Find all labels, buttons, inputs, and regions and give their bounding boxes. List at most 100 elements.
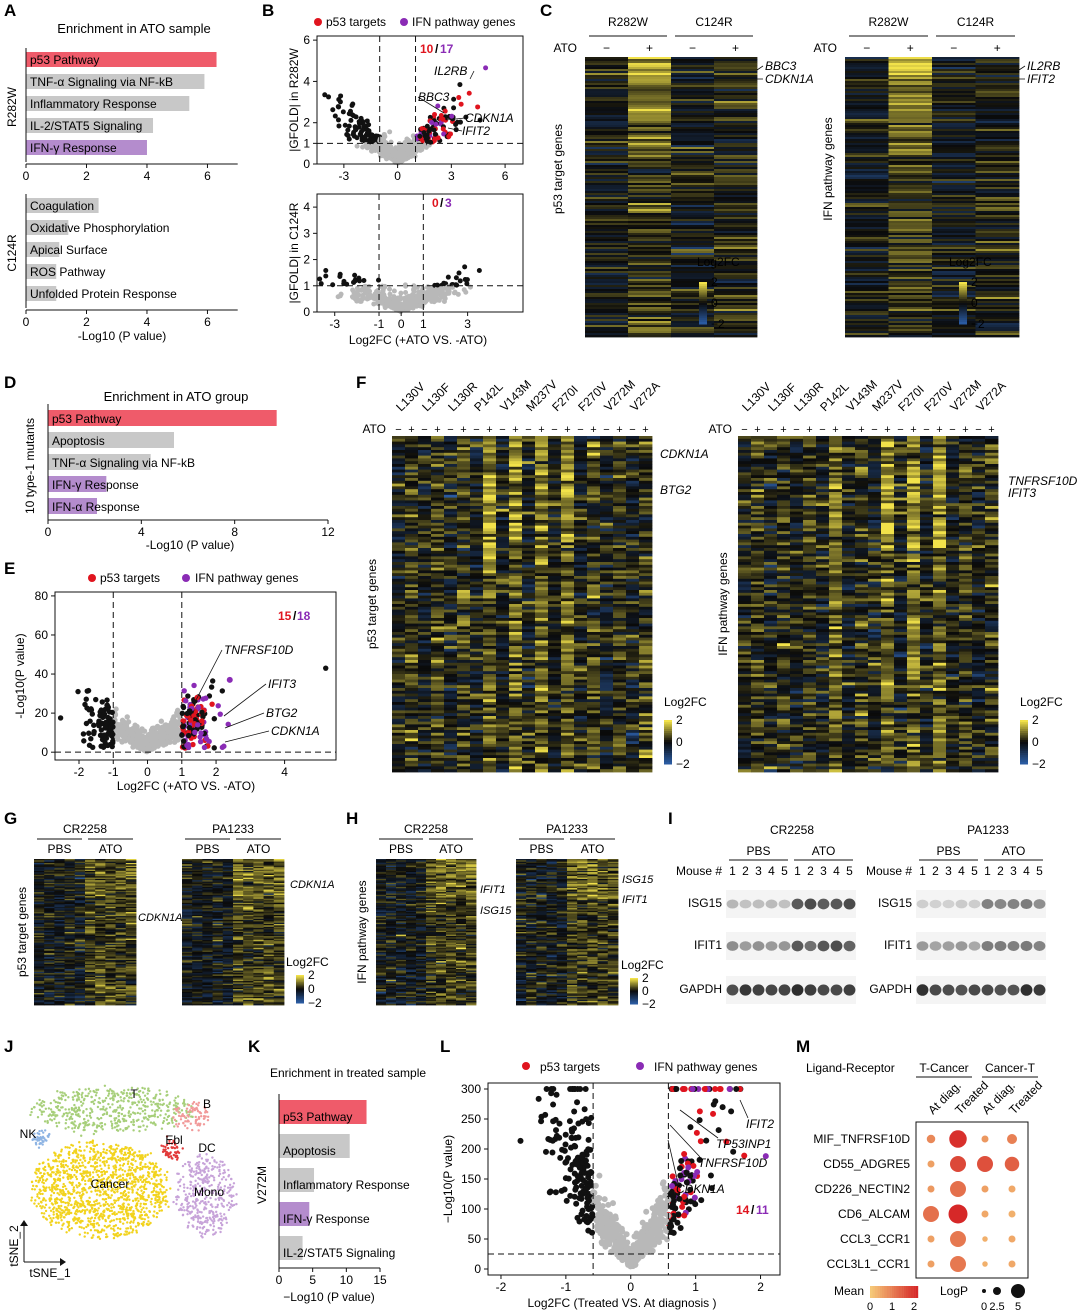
heatmap-cell [392, 550, 406, 554]
heatmap-cell [431, 640, 445, 644]
data-point [381, 131, 387, 137]
heatmap-cell [418, 590, 432, 594]
heatmap-cell [496, 685, 510, 689]
x-tick-label: 3 [464, 317, 471, 331]
heatmap-cell [483, 592, 497, 596]
data-point [626, 1257, 633, 1264]
heatmap-cell [444, 492, 458, 496]
data-point [717, 1086, 724, 1092]
heatmap-cell [470, 475, 484, 479]
data-point [585, 1206, 592, 1213]
heatmap-cell [405, 682, 419, 686]
heatmap-cell [392, 727, 406, 731]
data-point [123, 724, 130, 731]
heatmap-cell [405, 539, 419, 543]
heatmap-cell [405, 528, 419, 532]
heatmap-cell [496, 730, 510, 734]
legend-label: IFN pathway genes [412, 15, 515, 29]
heatmap-cell [509, 438, 523, 442]
heatmap-cell [483, 486, 497, 490]
heatmap-cell [444, 634, 458, 638]
heatmap-cell [483, 760, 497, 764]
heatmap-cell [496, 769, 510, 773]
heatmap-cell [392, 497, 406, 501]
heatmap-cell [405, 660, 419, 664]
heatmap-cell [392, 528, 406, 532]
heatmap-cell [483, 637, 497, 641]
data-point [571, 1170, 578, 1177]
heatmap-cell [418, 458, 432, 462]
heatmap-cell [392, 738, 406, 742]
data-point [429, 298, 435, 304]
heatmap-cell [405, 595, 419, 599]
heatmap-cell [418, 570, 432, 574]
heatmap-cell [431, 744, 445, 748]
data-point [678, 1157, 685, 1164]
heatmap-cell [392, 690, 406, 694]
heatmap-cell [392, 489, 406, 493]
heatmap-cell [405, 436, 419, 440]
heatmap-cell [470, 710, 484, 714]
heatmap-cell [431, 564, 445, 568]
data-point [360, 127, 366, 133]
heatmap-cell [418, 676, 432, 680]
heatmap-cell [483, 713, 497, 717]
data-point [347, 108, 353, 114]
heatmap-cell [405, 441, 419, 445]
heatmap-cell [483, 584, 497, 588]
y-tick-label: 60 [35, 628, 49, 642]
y-tick-label: 2 [303, 116, 310, 130]
data-point [352, 278, 358, 284]
data-point [594, 1221, 601, 1228]
heatmap-cell [392, 760, 406, 764]
gene-label: BBC3 [418, 90, 450, 104]
heatmap-cell [431, 615, 445, 619]
data-point [128, 737, 135, 744]
panel-letter-M: M [796, 1037, 810, 1056]
data-point [348, 117, 354, 123]
data-point [477, 117, 483, 123]
heatmap-cell [444, 520, 458, 524]
data-point [407, 150, 413, 156]
heatmap-cell [483, 536, 497, 540]
heatmap-cell [418, 461, 432, 465]
heatmap-cell [405, 508, 419, 512]
data-point [435, 296, 441, 302]
heatmap-cell [457, 587, 471, 591]
heatmap-cell [392, 534, 406, 538]
data-point [656, 1225, 663, 1232]
heatmap-cell [392, 492, 406, 496]
data-point [398, 290, 404, 296]
treatment-label: + [646, 41, 653, 55]
data-point [618, 1239, 625, 1246]
data-point [602, 1229, 609, 1236]
y-tick-label: 0 [474, 1262, 481, 1276]
x-tick-label: -3 [329, 317, 340, 331]
heatmap-cell [405, 755, 419, 759]
data-point [627, 1263, 634, 1270]
heatmap-cell [457, 606, 471, 610]
data-point [330, 282, 336, 288]
data-point [416, 297, 422, 303]
data-point [179, 710, 185, 716]
heatmap-cell [483, 550, 497, 554]
heatmap-cell [431, 545, 445, 549]
heatmap-cell [457, 525, 471, 529]
heatmap-cell [405, 648, 419, 652]
heatmap-cell [431, 450, 445, 454]
heatmap-cell [444, 483, 458, 487]
heatmap-cell [418, 741, 432, 745]
heatmap-cell [392, 746, 406, 750]
heatmap-cell [431, 654, 445, 658]
data-point [676, 1165, 683, 1172]
heatmap-cell [444, 506, 458, 510]
heatmap-cell [457, 550, 471, 554]
heatmap-cell [431, 436, 445, 440]
heatmap-cell [470, 469, 484, 473]
heatmap-cell [418, 486, 432, 490]
heatmap-cell [470, 517, 484, 521]
heatmap-cell [470, 494, 484, 498]
heatmap-cell [470, 522, 484, 526]
heatmap-cell [470, 550, 484, 554]
data-point [552, 1189, 559, 1196]
